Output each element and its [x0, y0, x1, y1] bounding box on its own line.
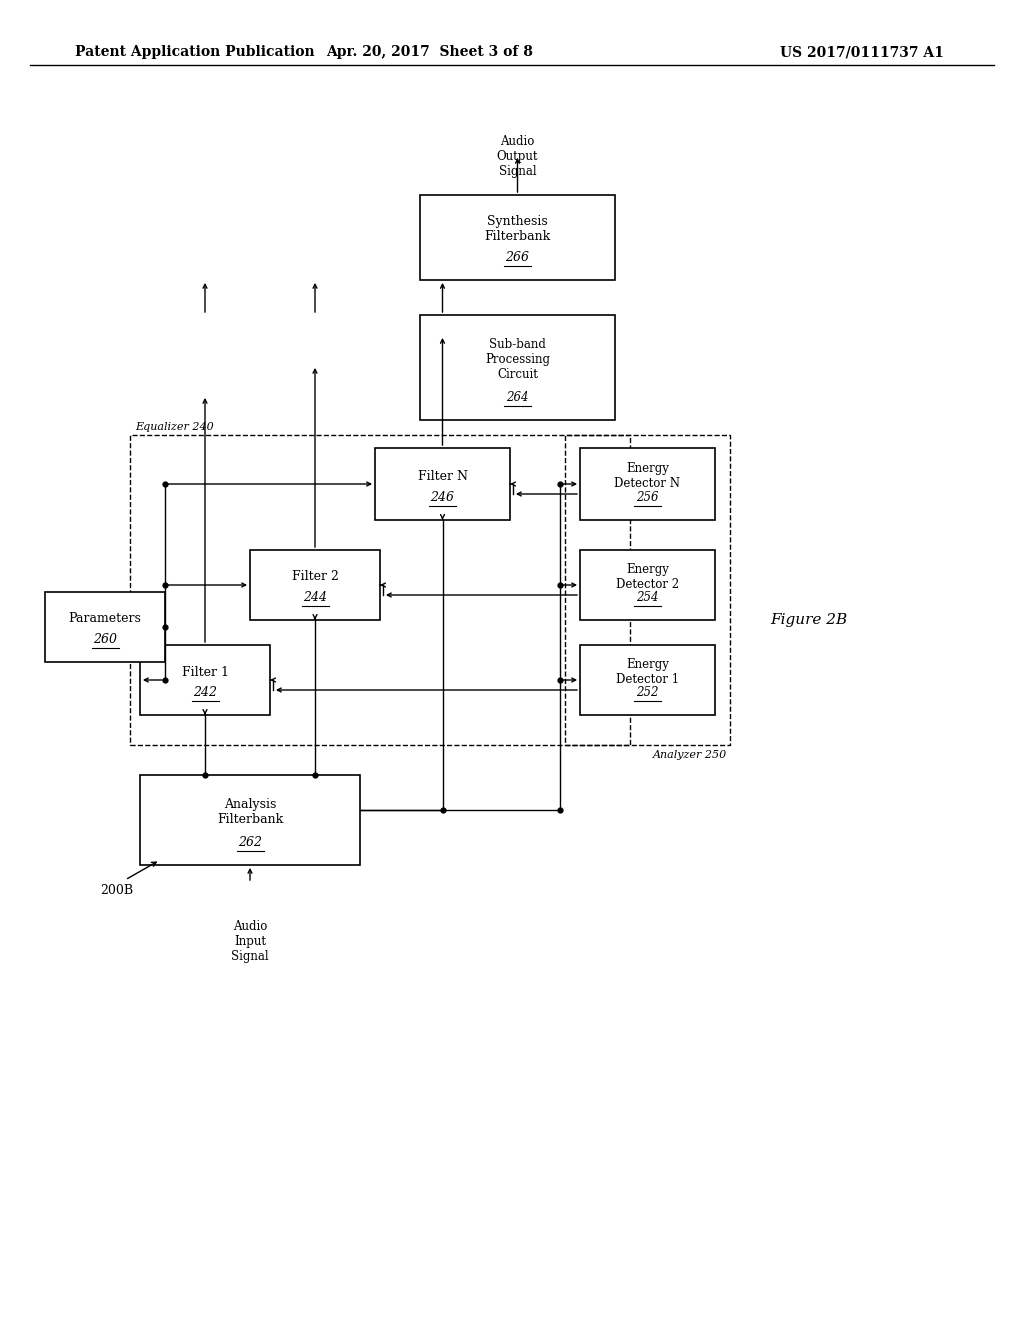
Bar [565, 436, 730, 744]
Bar [580, 550, 715, 620]
Text: Filter N: Filter N [418, 470, 468, 483]
Text: 200B: 200B [100, 883, 133, 896]
Text: Energy
Detector N: Energy Detector N [614, 462, 681, 490]
Bar [45, 591, 165, 663]
Text: Energy
Detector 2: Energy Detector 2 [616, 564, 679, 591]
Text: US 2017/0111737 A1: US 2017/0111737 A1 [780, 45, 944, 59]
Text: 262: 262 [238, 836, 262, 849]
Text: Analyzer 250: Analyzer 250 [652, 750, 727, 760]
Text: 260: 260 [93, 634, 117, 645]
Text: Synthesis
Filterbank: Synthesis Filterbank [484, 215, 551, 243]
Bar [420, 315, 615, 420]
Text: 256: 256 [636, 491, 658, 504]
Text: Audio
Output
Signal: Audio Output Signal [497, 135, 539, 178]
Text: 244: 244 [303, 591, 327, 605]
Bar [580, 447, 715, 520]
Text: 252: 252 [636, 686, 658, 700]
Bar [580, 645, 715, 715]
Text: Apr. 20, 2017  Sheet 3 of 8: Apr. 20, 2017 Sheet 3 of 8 [327, 45, 534, 59]
Text: Figure 2B: Figure 2B [770, 612, 847, 627]
Text: Energy
Detector 1: Energy Detector 1 [616, 657, 679, 686]
Bar [140, 645, 270, 715]
Text: 266: 266 [506, 251, 529, 264]
Bar [420, 195, 615, 280]
Text: Equalizer 240: Equalizer 240 [135, 422, 214, 432]
Text: Filter 2: Filter 2 [292, 570, 339, 583]
Text: Analysis
Filterbank: Analysis Filterbank [217, 799, 283, 826]
Text: Sub-band
Processing
Circuit: Sub-band Processing Circuit [485, 338, 550, 381]
Bar [130, 436, 630, 744]
Text: 246: 246 [430, 491, 455, 504]
Text: 254: 254 [636, 591, 658, 605]
Text: Patent Application Publication: Patent Application Publication [75, 45, 314, 59]
Text: Parameters: Parameters [69, 612, 141, 626]
Bar [140, 775, 360, 865]
Text: 242: 242 [193, 686, 217, 700]
Bar [375, 447, 510, 520]
Text: Filter 1: Filter 1 [181, 665, 228, 678]
Text: 264: 264 [506, 391, 528, 404]
Text: Audio
Input
Signal: Audio Input Signal [231, 920, 269, 964]
Bar [250, 550, 380, 620]
